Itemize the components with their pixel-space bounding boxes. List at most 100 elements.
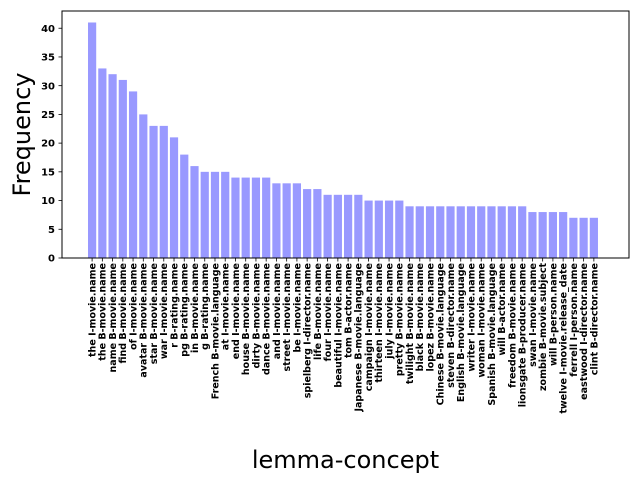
bar: [395, 200, 404, 258]
x-tick-label: beautiful I-movie.name: [333, 263, 344, 388]
bar: [589, 217, 598, 258]
bar: [569, 217, 578, 258]
x-tick-label: ferrell I-person.name: [569, 263, 580, 377]
x-tick-label: r B-rating.name: [169, 263, 180, 348]
bar: [251, 177, 261, 258]
x-tick-label: dance B-movie.name: [262, 263, 273, 375]
x-tick-label: war I-movie.name: [159, 263, 170, 359]
x-tick-label: find B-movie.name: [118, 263, 129, 364]
x-tick-label: dirty B-movie.name: [251, 263, 262, 368]
bar: [169, 137, 179, 258]
y-tick-label: 0: [48, 254, 55, 265]
bar: [159, 125, 168, 258]
x-tick-label: spielberg I-director.name: [303, 263, 314, 398]
x-tick-label: pg B-rating.name: [180, 263, 191, 357]
x-tick-label: house B-movie.name: [241, 263, 252, 375]
bar: [241, 177, 250, 258]
x-tick-label: at I-movie.name: [221, 263, 232, 350]
bar: [190, 166, 199, 258]
x-tick-label: will B-actor.name: [497, 263, 508, 356]
x-tick-label: july I-movie.name: [384, 263, 395, 360]
bar: [548, 212, 557, 258]
bar: [466, 206, 476, 258]
y-tick-label: 30: [41, 81, 55, 92]
x-tick-label: the B-movie.name: [98, 263, 109, 361]
x-tick-label: will B-person.name: [548, 263, 559, 366]
bar: [98, 68, 107, 258]
y-tick-label: 15: [41, 167, 55, 178]
x-tick-label: four I-movie.name: [323, 263, 334, 361]
x-tick-label: of I-movie.name: [128, 263, 139, 350]
bar: [272, 183, 281, 258]
y-tick-label: 35: [41, 53, 55, 64]
bar: [282, 183, 291, 258]
bar: [118, 79, 127, 259]
x-tick-label: pretty B-movie.name: [395, 263, 406, 376]
bar: [262, 177, 271, 258]
bar: [477, 206, 486, 258]
x-tick-label: thirteen I-movie.name: [374, 263, 385, 383]
bar: [200, 171, 209, 258]
y-tick-label: 5: [48, 225, 55, 236]
bar: [384, 200, 394, 258]
x-tick-label: star B-movie.name: [149, 263, 160, 364]
x-tick-label: steven B-director.name: [446, 263, 457, 388]
y-tick-label: 40: [41, 24, 55, 35]
x-tick-label: life B-movie.name: [313, 263, 324, 360]
x-tick-label: lopez B-movie.name: [425, 263, 436, 372]
x-tick-label: the I-movie.name: [88, 263, 99, 357]
x-tick-label: street I-movie.name: [282, 263, 293, 372]
y-tick-label: 25: [41, 110, 55, 121]
bar: [425, 206, 435, 258]
bar: [333, 194, 342, 258]
bar: [231, 177, 240, 258]
bar: [344, 194, 353, 258]
x-tick-label: and I-movie.name: [272, 263, 283, 359]
x-tick-label: English B-movie.language: [456, 263, 467, 402]
bar: [303, 189, 312, 258]
x-tick-label: zombie B-movie.subject: [538, 263, 549, 391]
x-tick-label: swan I-movie.name: [528, 263, 539, 367]
plot-frame: [61, 10, 630, 259]
bar: [139, 114, 148, 259]
bar: [415, 206, 424, 258]
bar: [88, 22, 97, 258]
x-tick-label: twilight B-movie.name: [405, 263, 416, 384]
bar: [354, 194, 363, 258]
bar: [221, 171, 230, 258]
x-tick-label: freedom B-movie.name: [507, 263, 518, 388]
x-tick-label: Chinese B-movie.language: [436, 263, 447, 405]
x-tick-label: tom B-actor.name: [344, 263, 355, 358]
bars-group: [88, 22, 598, 259]
y-tick-label: 10: [41, 196, 55, 207]
x-tick-label: lionsgate B-producer.name: [518, 263, 529, 407]
bar: [128, 91, 138, 258]
x-tick-label: black B-movie.name: [415, 263, 426, 371]
bar: [497, 206, 506, 258]
bar: [313, 189, 322, 258]
bar: [507, 206, 517, 258]
bar: [456, 206, 465, 258]
x-tick-label: be I-movie.name: [292, 263, 303, 352]
y-tick-label: 20: [41, 139, 55, 150]
x-tick-label: twelve I-movie.release_date: [559, 263, 570, 414]
bar: [518, 206, 527, 258]
x-tick-label: French B-movie.language: [210, 263, 221, 399]
bar: [538, 212, 547, 258]
x-tick-label: end I-movie.name: [231, 263, 242, 359]
bar: [579, 217, 588, 258]
bar: [405, 206, 414, 258]
bar: [559, 212, 568, 258]
x-tick-label: name B-movie.name: [108, 263, 119, 372]
x-tick-label: writer I-movie.name: [466, 263, 477, 372]
x-tick-label: eastwood I-director.name: [579, 263, 590, 400]
bar: [149, 125, 158, 258]
bar: [487, 206, 496, 258]
bar: [446, 206, 455, 258]
bar: [528, 212, 537, 258]
x-tick-label: Spanish B-movie.language: [487, 263, 498, 406]
bar: [323, 194, 332, 258]
bar: [374, 200, 383, 258]
y-axis: 0 5 10 15 20 25 30 35 40: [41, 24, 62, 265]
